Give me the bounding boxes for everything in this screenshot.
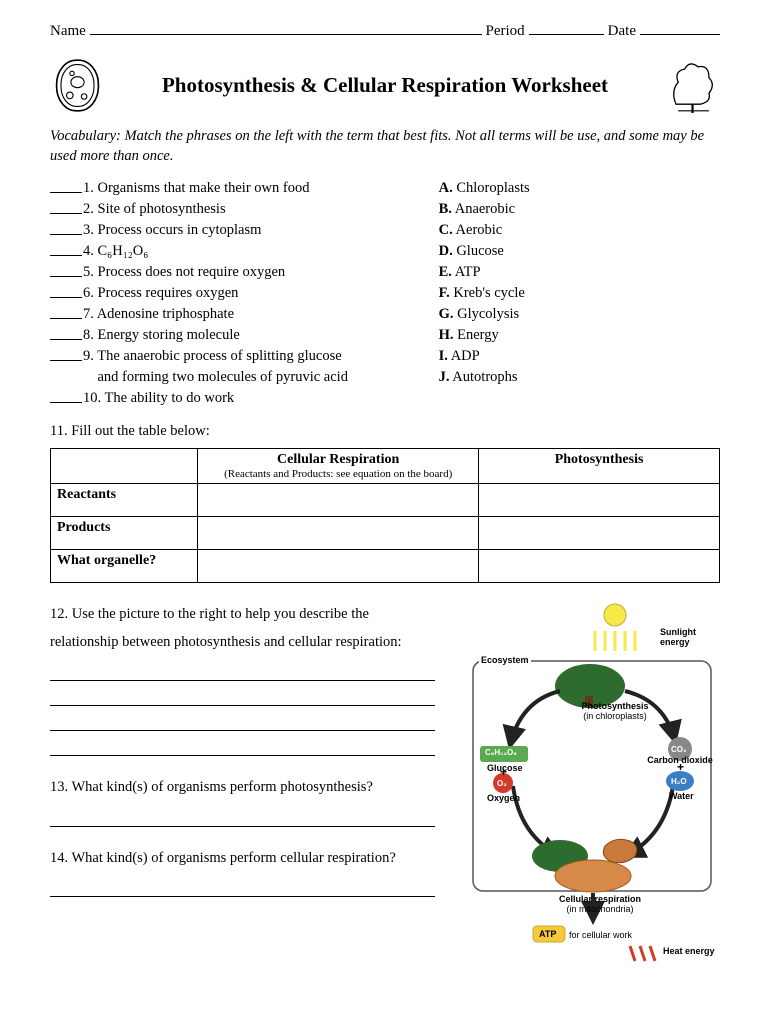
period-blank[interactable] [529,20,604,35]
worksheet-title: Photosynthesis & Cellular Respiration Wo… [105,73,665,98]
question-13: 13. What kind(s) of organisms perform ph… [50,774,455,802]
answer-blank[interactable] [50,687,435,706]
vocab-instructions: Vocabulary: Match the phrases on the lef… [50,127,720,166]
name-blank[interactable] [90,20,482,35]
question-12-line2: relationship between photosynthesis and … [50,629,455,657]
answer-blank[interactable] [50,712,435,731]
tree-icon [665,58,720,113]
header-fields: Name Period Date [50,20,720,40]
answer-blank[interactable] [50,878,435,897]
date-label: Date [608,23,636,40]
answer-blank[interactable] [50,808,435,827]
date-blank[interactable] [640,20,720,35]
period-label: Period [486,23,525,40]
vocab-terms: A. Chloroplasts B. Anaerobic C. Aerobic … [439,178,720,409]
answer-blank[interactable] [50,662,435,681]
vocab-questions: 1. Organisms that make their own food 2.… [50,178,439,409]
comparison-table: Cellular Respiration (Reactants and Prod… [50,448,720,583]
cell-icon [50,58,105,113]
cycle-diagram: + + Sunlight energy Ecosystem Photos [465,601,720,971]
question-14: 14. What kind(s) of organisms perform ce… [50,845,455,873]
answer-blank[interactable] [50,737,435,756]
name-label: Name [50,23,86,40]
vocab-section: 1. Organisms that make their own food 2.… [50,178,720,409]
question-12-line1: 12. Use the picture to the right to help… [50,601,455,629]
question-11: 11. Fill out the table below: [50,423,720,440]
